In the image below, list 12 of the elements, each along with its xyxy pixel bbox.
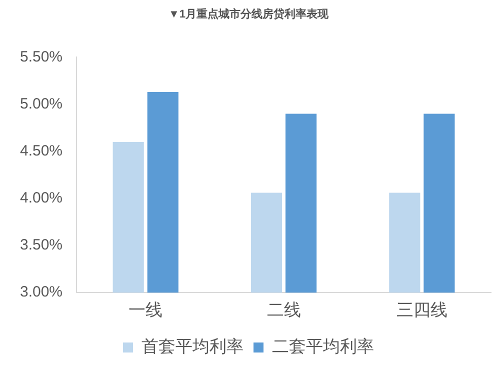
- y-tick-label: 4.50%: [20, 142, 63, 160]
- x-tick-label: 二线: [266, 300, 301, 320]
- y-tick-label: 5.50%: [20, 48, 63, 66]
- y-tick-label: 4.00%: [20, 190, 63, 207]
- y-tick-label: 3.50%: [20, 236, 63, 254]
- x-tick-label: 一线: [128, 300, 163, 320]
- y-tick-label: 3.00%: [20, 284, 63, 301]
- legend-label: 二套平均利率: [272, 337, 374, 356]
- x-tick-label: 三四线: [396, 300, 448, 320]
- chart-title: ▼1月重点城市分线房贷利率表现: [168, 8, 330, 21]
- y-tick-label: 5.00%: [20, 95, 63, 112]
- legend-label: 首套平均利率: [142, 337, 244, 356]
